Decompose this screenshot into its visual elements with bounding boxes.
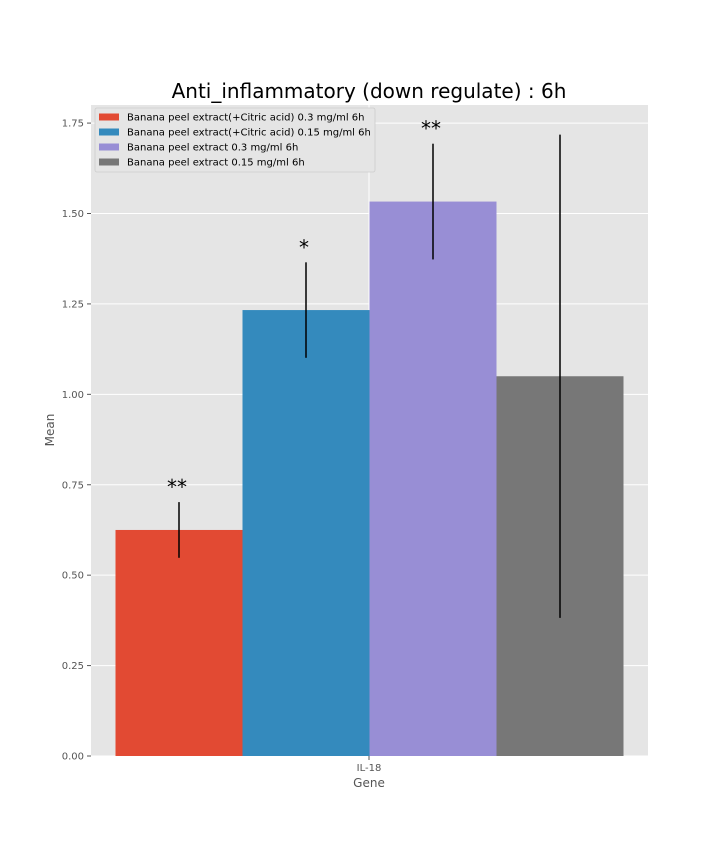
y-tick-label: 0.25 [62, 661, 84, 672]
y-tick-label: 1.50 [62, 209, 84, 220]
significance-label-2: * [299, 235, 309, 259]
bar-series-1 [115, 529, 243, 756]
y-tick-label: 0.00 [62, 752, 84, 763]
legend: Banana peel extract(+Citric acid) 0.3 mg… [94, 107, 376, 173]
y-axis: 0.00 0.25 0.50 0.75 1.00 1.25 1.50 1.75 [62, 119, 91, 763]
y-tick-label: 1.00 [62, 390, 84, 401]
significance-label-1: ** [167, 475, 187, 499]
legend-swatch-2 [99, 128, 119, 136]
legend-swatch-3 [99, 143, 119, 151]
error-bars-group [178, 134, 561, 618]
bar-series-2 [242, 310, 370, 756]
legend-swatch-1 [99, 113, 119, 121]
y-tick-label: 0.75 [62, 480, 84, 491]
x-axis-label: Gene [353, 776, 385, 790]
chart-title: Anti_inflammatory (down regulate) : 6h [172, 79, 567, 103]
y-tick-label: 1.25 [62, 299, 84, 310]
legend-label-4: Banana peel extract 0.15 mg/ml 6h [127, 158, 305, 169]
legend-label-3: Banana peel extract 0.3 mg/ml 6h [127, 143, 298, 154]
y-tick-label: 1.75 [62, 119, 84, 130]
legend-label-2: Banana peel extract(+Citric acid) 0.15 m… [127, 128, 371, 139]
significance-labels: ***** [167, 117, 441, 499]
x-axis: IL-18 [357, 756, 382, 774]
y-axis-label: Mean [43, 414, 57, 447]
bar-series-3 [369, 201, 497, 756]
y-tick-label: 0.50 [62, 571, 84, 582]
legend-label-1: Banana peel extract(+Citric acid) 0.3 mg… [127, 113, 364, 124]
significance-label-3: ** [421, 117, 441, 141]
legend-box [94, 107, 376, 173]
bars-group [115, 201, 624, 756]
x-tick-label: IL-18 [357, 763, 382, 774]
legend-swatch-4 [99, 158, 119, 166]
